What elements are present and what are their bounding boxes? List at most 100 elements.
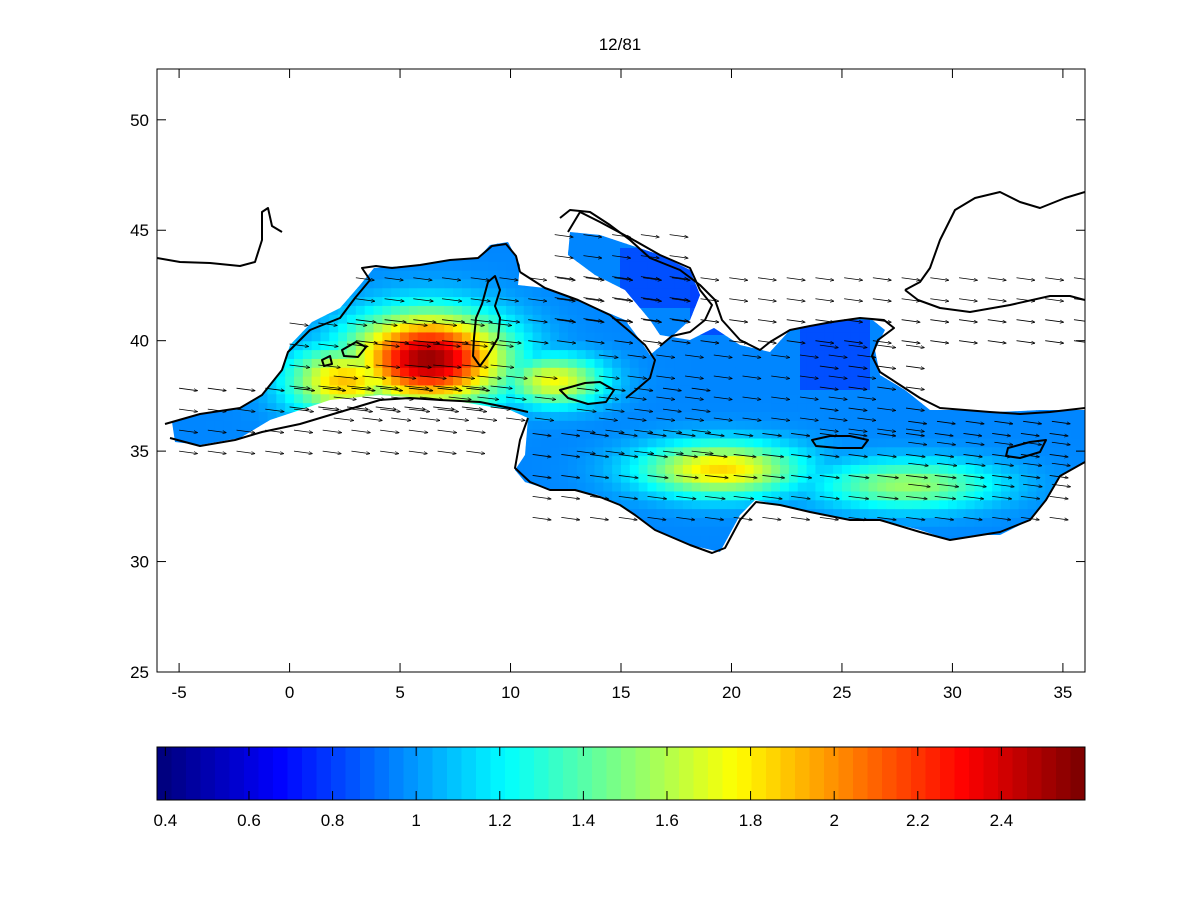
- field-cell: [877, 420, 887, 430]
- field-cell: [532, 464, 543, 474]
- field-cell: [656, 314, 666, 324]
- wind-arrow: [729, 277, 747, 281]
- field-cell: [656, 420, 666, 430]
- field-cell: [824, 499, 834, 510]
- field-cell: [240, 234, 251, 245]
- field-cell: [497, 278, 507, 289]
- wind-arrow: [762, 496, 782, 499]
- field-cell: [647, 393, 657, 404]
- field-cell: [541, 287, 551, 298]
- field-cell: [172, 278, 180, 289]
- field-cell: [320, 323, 330, 333]
- field-cell: [444, 243, 454, 253]
- field-cell: [647, 455, 657, 465]
- field-cell: [780, 543, 790, 552]
- field-cell: [1027, 411, 1037, 421]
- field-cell: [373, 482, 383, 492]
- field-cell: [576, 234, 587, 245]
- wind-arrow: [729, 298, 747, 302]
- field-cell: [833, 261, 843, 271]
- field-cell: [718, 482, 728, 492]
- field-cell: [347, 508, 357, 518]
- field-cell: [364, 526, 375, 536]
- field-cell: [232, 473, 242, 483]
- field-cell: [771, 340, 781, 351]
- field-cell: [975, 217, 984, 226]
- field-cell: [355, 234, 366, 245]
- wind-arrow: [676, 516, 694, 520]
- colorbar-cell: [737, 747, 752, 800]
- field-cell: [674, 393, 684, 404]
- field-cell: [479, 420, 490, 430]
- wind-arrow: [448, 417, 469, 421]
- field-cell: [735, 490, 746, 501]
- field-cell: [1027, 455, 1037, 465]
- field-cell: [293, 535, 304, 545]
- field-cell: [700, 411, 710, 421]
- map-title: 12/81: [599, 35, 642, 54]
- field-cell: [329, 535, 339, 545]
- wind-arrow: [470, 298, 490, 302]
- wind-arrow: [662, 387, 681, 391]
- field-cell: [806, 402, 817, 412]
- field-cell: [903, 367, 914, 377]
- colorbar: 0.4 0.6 0.8 1 1.2 1.4 1.6 1.8 2 2.2 2.4: [154, 746, 1086, 830]
- field-cell: [514, 323, 525, 333]
- field-cell: [903, 499, 914, 510]
- field-cell: [815, 543, 825, 552]
- field-cell: [276, 517, 286, 527]
- field-cell: [1071, 243, 1082, 253]
- field-cell: [479, 482, 490, 492]
- field-cell: [718, 349, 728, 359]
- field-cell: [506, 455, 516, 465]
- field-cell: [788, 349, 799, 359]
- field-cell: [780, 455, 790, 465]
- field-cell: [744, 437, 755, 448]
- field-cell: [214, 420, 224, 430]
- field-cell: [1071, 252, 1082, 262]
- field-cell: [435, 464, 445, 474]
- field-cell: [258, 526, 269, 536]
- field-cell: [541, 234, 551, 245]
- field-cell: [232, 234, 242, 245]
- field-cell: [179, 553, 188, 562]
- field-cell: [691, 535, 702, 545]
- field-cell: [470, 543, 481, 552]
- field-cell: [585, 314, 596, 324]
- field-cell: [461, 349, 472, 359]
- field-cell: [488, 490, 498, 501]
- field-cell: [435, 243, 445, 253]
- field-cell: [868, 508, 878, 518]
- field-cell: [488, 243, 498, 253]
- field-cell: [647, 464, 657, 474]
- field-cell: [912, 270, 923, 280]
- field-cell: [188, 208, 197, 217]
- field-cell: [709, 411, 719, 421]
- field-cell: [161, 420, 170, 429]
- field-cell: [276, 252, 286, 262]
- field-cell: [391, 508, 401, 518]
- field-cell: [267, 499, 277, 510]
- field-cell: [771, 429, 781, 439]
- field-cell: [1027, 323, 1037, 333]
- field-cell: [312, 553, 321, 562]
- field-cell: [453, 420, 463, 430]
- field-cell: [187, 446, 198, 457]
- field-cell: [541, 464, 551, 474]
- wind-arrow: [355, 298, 375, 302]
- field-cell: [1001, 508, 1011, 518]
- wind-arrow: [963, 433, 981, 436]
- field-cell: [302, 252, 313, 262]
- field-cell: [311, 517, 322, 527]
- field-cell: [329, 367, 339, 377]
- colorbar-cell: [708, 747, 723, 800]
- wind-arrow: [590, 433, 608, 436]
- field-cell: [815, 455, 825, 465]
- field-cell: [240, 429, 251, 439]
- field-cell: [682, 411, 693, 421]
- field-cell: [329, 508, 339, 518]
- field-cell: [523, 287, 534, 298]
- wind-arrow: [1023, 483, 1042, 487]
- field-cell: [1063, 208, 1072, 217]
- field-cell: [718, 234, 728, 245]
